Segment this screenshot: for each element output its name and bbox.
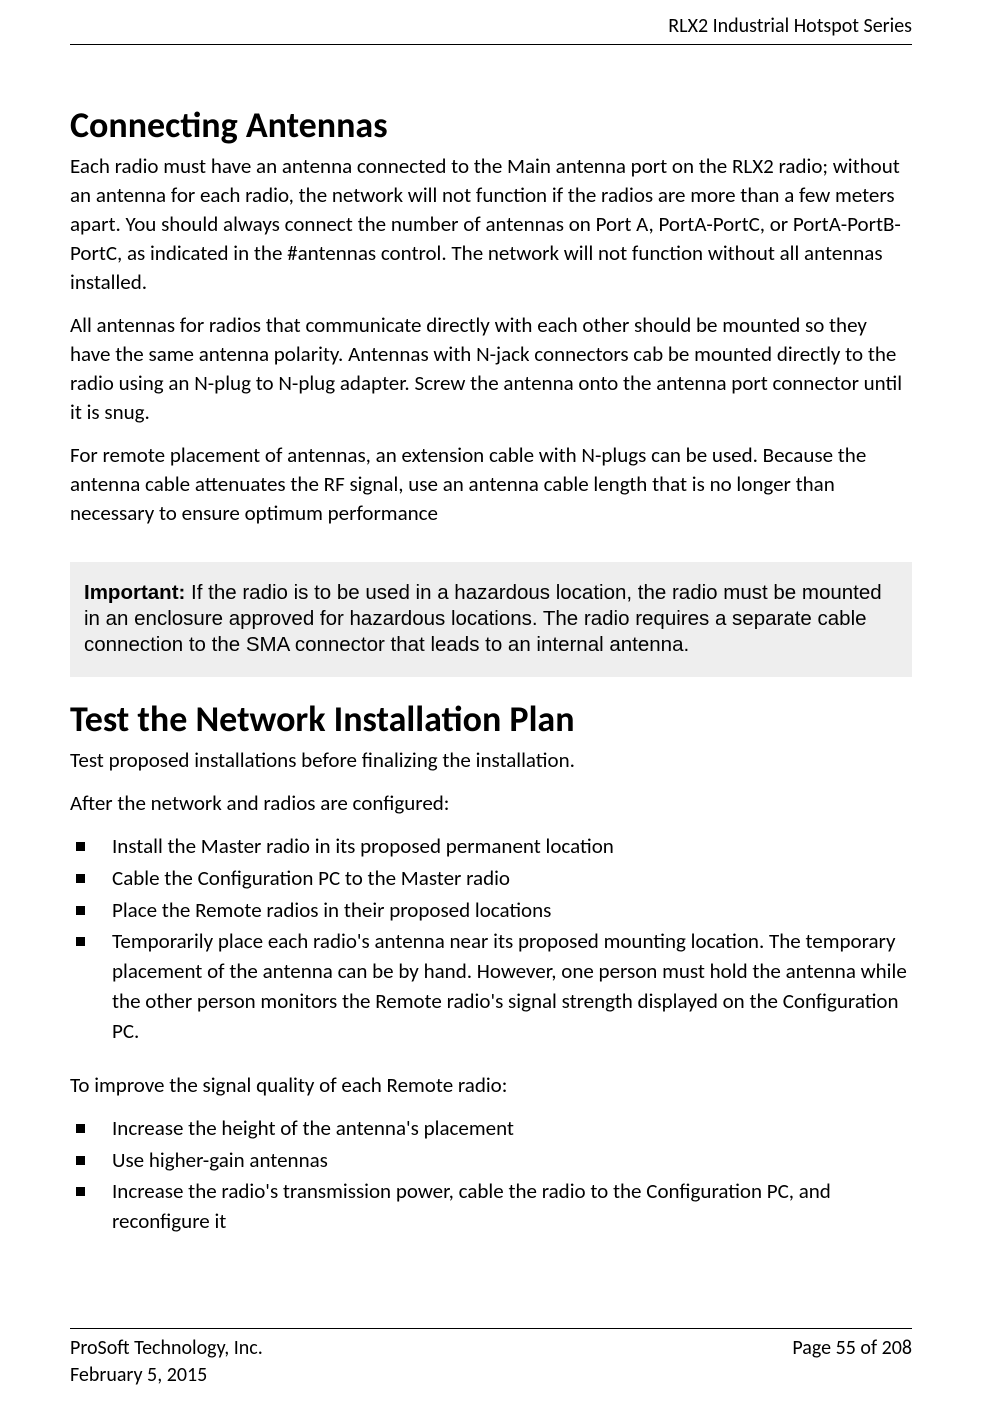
list-item: Place the Remote radios in their propose… bbox=[70, 896, 912, 926]
list-item: Install the Master radio in its proposed… bbox=[70, 832, 912, 862]
footer-rule bbox=[70, 1328, 912, 1329]
callout-text: If the radio is to be used in a hazardou… bbox=[84, 581, 882, 656]
callout-label: Important: bbox=[84, 581, 185, 604]
body-paragraph: Test proposed installations before final… bbox=[70, 746, 912, 775]
page-footer: ProSoft Technology, Inc. February 5, 201… bbox=[70, 1328, 912, 1389]
page-header: RLX2 Industrial Hotspot Series bbox=[70, 0, 912, 45]
body-paragraph: Each radio must have an antenna connecte… bbox=[70, 152, 912, 297]
footer-company: ProSoft Technology, Inc. bbox=[70, 1335, 263, 1362]
list-item: Temporarily place each radio's antenna n… bbox=[70, 927, 912, 1046]
bullet-list-configured: Install the Master radio in its proposed… bbox=[70, 832, 912, 1047]
body-paragraph: To improve the signal quality of each Re… bbox=[70, 1071, 912, 1100]
list-item: Cable the Configuration PC to the Master… bbox=[70, 864, 912, 894]
body-paragraph: For remote placement of antennas, an ext… bbox=[70, 441, 912, 528]
footer-page-number: Page 55 of 208 bbox=[792, 1335, 912, 1362]
footer-date: February 5, 2015 bbox=[70, 1362, 263, 1389]
page: RLX2 Industrial Hotspot Series Connectin… bbox=[0, 0, 982, 1415]
body-paragraph: After the network and radios are configu… bbox=[70, 789, 912, 818]
series-title: RLX2 Industrial Hotspot Series bbox=[668, 14, 912, 38]
body-paragraph: All antennas for radios that communicate… bbox=[70, 311, 912, 427]
bullet-list-improve: Increase the height of the antenna's pla… bbox=[70, 1114, 912, 1237]
important-callout: Important: If the radio is to be used in… bbox=[70, 562, 912, 677]
page-content: Connecting Antennas Each radio must have… bbox=[70, 45, 912, 1237]
heading-connecting-antennas: Connecting Antennas bbox=[70, 105, 912, 146]
list-item: Increase the radio's transmission power,… bbox=[70, 1177, 912, 1237]
list-item: Increase the height of the antenna's pla… bbox=[70, 1114, 912, 1144]
list-item: Use higher-gain antennas bbox=[70, 1146, 912, 1176]
heading-test-network: Test the Network Installation Plan bbox=[70, 699, 912, 740]
